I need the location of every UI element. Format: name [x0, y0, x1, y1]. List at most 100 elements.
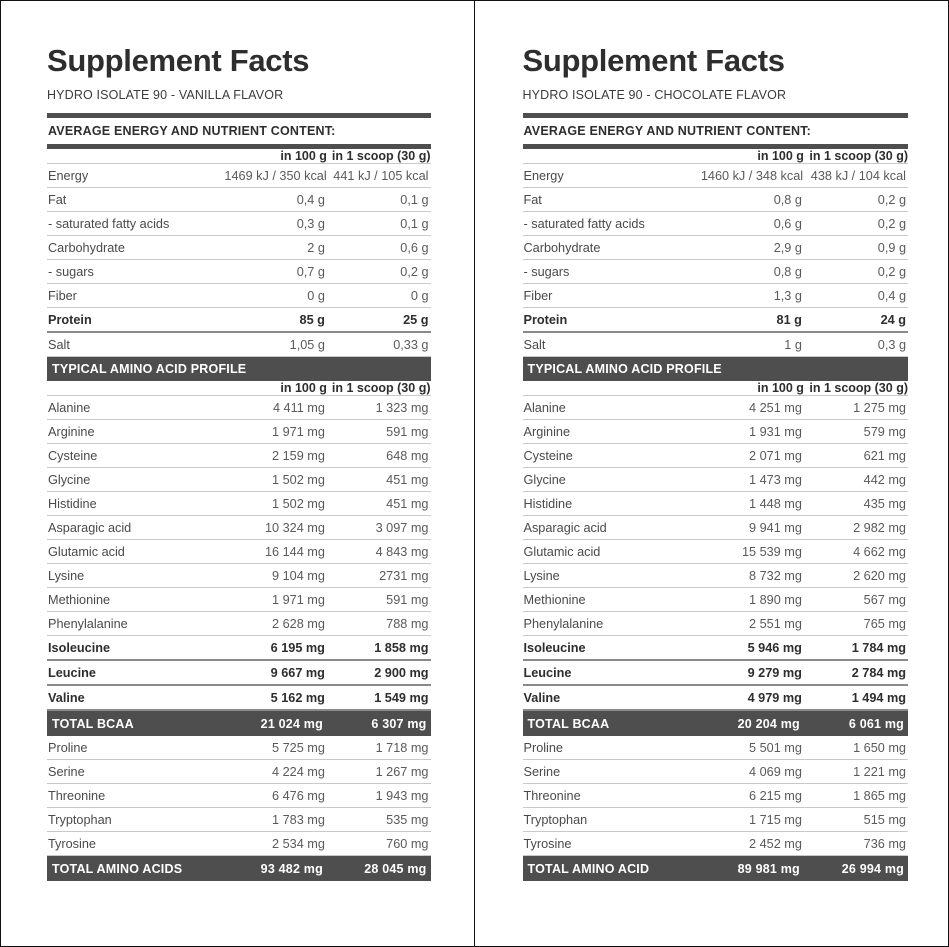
- row-value-per-scoop: 0,9 g: [803, 235, 908, 260]
- row-label: Carbohydrate: [522, 235, 700, 260]
- table-row: Glycine 1 502 mg 451 mg: [47, 467, 431, 492]
- row-value-per-scoop: 1 323 mg: [326, 395, 431, 420]
- table-row: Phenylalanine 2 628 mg 788 mg: [47, 611, 431, 636]
- table-row-total: TOTAL AMINO ACIDS 93 482 mg 28 045 mg: [47, 855, 431, 881]
- table-row: Serine 4 224 mg 1 267 mg: [47, 759, 431, 784]
- row-label: Isoleucine: [47, 635, 224, 661]
- row-value-per-scoop: 567 mg: [803, 587, 908, 612]
- table-row: Glutamic acid 15 539 mg 4 662 mg: [522, 539, 908, 564]
- row-value-per-100g: 1 502 mg: [223, 491, 327, 516]
- row-label: Cysteine: [522, 443, 700, 468]
- row-value-per-100g: 16 144 mg: [223, 539, 327, 564]
- amino-table-head-group: in 100 g in 1 scoop (30 g): [522, 380, 908, 396]
- table-row: Protein 81 g 24 g: [522, 307, 908, 333]
- row-value-per-100g: 1 971 mg: [223, 419, 327, 444]
- row-label: Asparagic acid: [47, 515, 224, 540]
- table-row-total: TOTAL AMINO ACID 89 981 mg 26 994 mg: [522, 855, 908, 881]
- table-row: Protein 85 g 25 g: [47, 307, 431, 333]
- row-value-per-100g: 4 411 mg: [223, 395, 327, 420]
- row-value-per-scoop: 515 mg: [803, 807, 908, 832]
- row-value-per-100g: 8 732 mg: [699, 563, 804, 588]
- amino-table: in 100 g in 1 scoop (30 g) Alanine 4 411 …: [47, 380, 431, 881]
- table-row-total: TOTAL BCAA 20 204 mg 6 061 mg: [522, 709, 908, 736]
- row-label: Fat: [47, 187, 224, 212]
- row-label: Proline: [522, 735, 700, 760]
- table-row: Methionine 1 971 mg 591 mg: [47, 587, 431, 612]
- table-row: Tryptophan 1 715 mg 515 mg: [522, 807, 908, 832]
- amino-column-header-row: in 100 g in 1 scoop (30 g): [47, 380, 431, 396]
- nutrient-rows: Energy 1469 kJ / 350 kcal 441 kJ / 105 kca…: [47, 163, 431, 357]
- table-row: Fat 0,8 g 0,2 g: [522, 187, 908, 212]
- row-label: - saturated fatty acids: [522, 211, 700, 236]
- row-value-per-scoop: 2 784 mg: [803, 659, 908, 686]
- amino-column-header-row: in 100 g in 1 scoop (30 g): [522, 380, 908, 396]
- row-label: - sugars: [522, 259, 700, 284]
- row-label: - sugars: [47, 259, 224, 284]
- row-value-per-100g: 2 551 mg: [699, 611, 804, 636]
- row-value-per-scoop: 0,1 g: [326, 211, 431, 236]
- column-header-per-100g: in 100 g: [699, 148, 804, 164]
- row-value-per-100g: 1 473 mg: [699, 467, 804, 492]
- row-value-per-scoop: 0,2 g: [803, 259, 908, 284]
- row-value-per-scoop: 435 mg: [803, 491, 908, 516]
- row-label: Glycine: [47, 467, 224, 492]
- table-row: Asparagic acid 10 324 mg 3 097 mg: [47, 515, 431, 540]
- row-label: Serine: [522, 759, 700, 784]
- row-value-per-scoop: 1 784 mg: [803, 635, 908, 661]
- table-row: Leucine 9 667 mg 2 900 mg: [47, 659, 431, 686]
- row-value-per-scoop: 736 mg: [803, 831, 908, 856]
- row-label: Tryptophan: [522, 807, 700, 832]
- row-value-per-100g: 20 204 mg: [699, 709, 804, 736]
- table-row: - sugars 0,7 g 0,2 g: [47, 259, 431, 284]
- panel-vanilla: Supplement Facts HYDRO ISOLATE 90 - VANI…: [1, 1, 475, 946]
- row-value-per-scoop: 1 221 mg: [803, 759, 908, 784]
- row-value-per-100g: 2 g: [223, 235, 327, 260]
- amino-rows: Alanine 4 411 mg 1 323 mg Arginine 1 971 mg 5…: [47, 395, 431, 881]
- row-value-per-100g: 2 159 mg: [223, 443, 327, 468]
- row-label: Threonine: [522, 783, 700, 808]
- table-row: Leucine 9 279 mg 2 784 mg: [522, 659, 908, 686]
- nutrient-section-title: AVERAGE ENERGY AND NUTRIENT CONTENT:: [48, 123, 336, 138]
- row-label: Tyrosine: [47, 831, 224, 856]
- table-row: Fat 0,4 g 0,1 g: [47, 187, 431, 212]
- row-value-per-100g: 2,9 g: [699, 235, 804, 260]
- table-row: Histidine 1 502 mg 451 mg: [47, 491, 431, 516]
- row-label: Phenylalanine: [522, 611, 700, 636]
- row-value-per-scoop: 4 662 mg: [803, 539, 908, 564]
- table-row: Asparagic acid 9 941 mg 2 982 mg: [522, 515, 908, 540]
- row-value-per-scoop: 441 kJ / 105 kcal: [326, 163, 431, 188]
- row-value-per-100g: 0,6 g: [699, 211, 804, 236]
- table-row: Arginine 1 971 mg 591 mg: [47, 419, 431, 444]
- row-value-per-scoop: 579 mg: [803, 419, 908, 444]
- row-label: Histidine: [522, 491, 700, 516]
- panel-chocolate: Supplement Facts HYDRO ISOLATE 90 - CHOC…: [475, 1, 949, 946]
- row-value-per-100g: 10 324 mg: [223, 515, 327, 540]
- row-value-per-100g: 9 279 mg: [699, 659, 804, 686]
- row-value-per-100g: 1 971 mg: [223, 587, 327, 612]
- page-title: Supplement Facts: [522, 43, 786, 78]
- amino-section-band-wrap: TYPICAL AMINO ACID PROFILE: [522, 356, 908, 381]
- table-row: Energy 1469 kJ / 350 kcal 441 kJ / 105 kca…: [47, 163, 431, 188]
- amino-column-header-per-scoop: in 1 scoop (30 g): [326, 380, 431, 396]
- row-label: Glutamic acid: [522, 539, 700, 564]
- row-value-per-scoop: 1 943 mg: [326, 783, 431, 808]
- section-rule-top: [47, 112, 431, 118]
- table-row: Methionine 1 890 mg 567 mg: [522, 587, 908, 612]
- table-row: Tryptophan 1 783 mg 535 mg: [47, 807, 431, 832]
- row-value-per-scoop: 0,6 g: [326, 235, 431, 260]
- table-row: Energy 1460 kJ / 348 kcal 438 kJ / 104 kca…: [522, 163, 908, 188]
- table-row: Arginine 1 931 mg 579 mg: [522, 419, 908, 444]
- table-row: Cysteine 2 071 mg 621 mg: [522, 443, 908, 468]
- table-row: Phenylalanine 2 551 mg 765 mg: [522, 611, 908, 636]
- row-value-per-scoop: 2 982 mg: [803, 515, 908, 540]
- row-label: Leucine: [47, 659, 224, 686]
- row-value-per-100g: 89 981 mg: [699, 855, 804, 881]
- row-label: Threonine: [47, 783, 224, 808]
- row-label: Valine: [47, 684, 224, 711]
- product-subtitle: HYDRO ISOLATE 90 - VANILLA FLAVOR: [47, 87, 284, 102]
- row-label: TOTAL AMINO ACID: [522, 855, 700, 881]
- row-value-per-scoop: 4 843 mg: [326, 539, 431, 564]
- table-row: Lysine 9 104 mg 2731 mg: [47, 563, 431, 588]
- table-row-total: TOTAL BCAA 21 024 mg 6 307 mg: [47, 709, 431, 736]
